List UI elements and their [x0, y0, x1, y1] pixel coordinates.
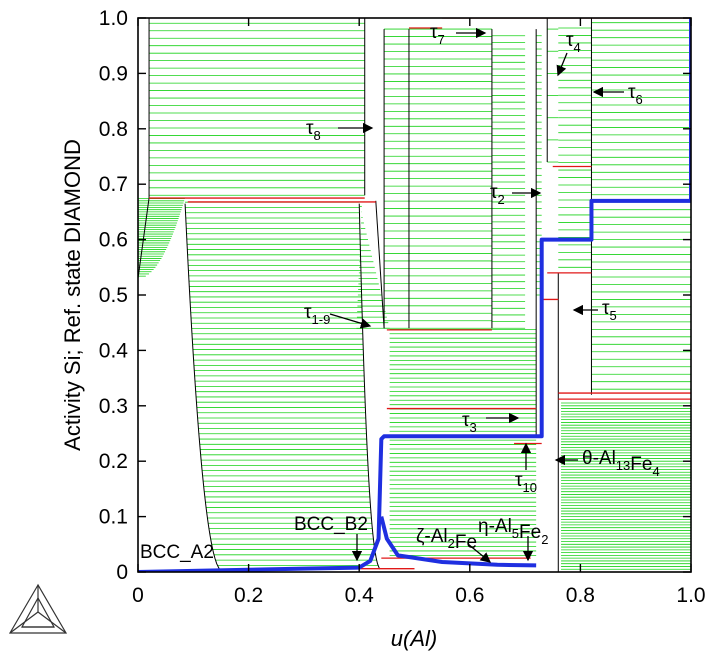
y-tick-label: 0.8: [99, 118, 128, 141]
annotation-label: BCC_A2: [140, 542, 214, 563]
phase-boundary: [358, 203, 381, 570]
x-tick-label: 0.8: [566, 584, 595, 607]
series-line: [138, 18, 691, 572]
y-tick-label: 0.6: [99, 229, 128, 252]
phase-boundary-layer: [138, 18, 592, 572]
annotation-label: θ-Al13Fe4: [582, 448, 660, 479]
y-tick-label: 0.7: [99, 173, 128, 196]
annotation-label: τ5: [602, 298, 617, 323]
annotation-label: τ6: [628, 82, 643, 107]
app-logo-icon: [8, 583, 68, 634]
tie-line-layer: [138, 22, 691, 570]
annotation-label: τ7: [430, 22, 445, 47]
x-tick-label: 0.4: [345, 584, 375, 607]
annotation-layer: BCC_A2 BCC_B2 τ1-9 τ8 τ7 τ4 τ6 τ2 τ5 τ3 τ10 θ-Al13F…: [140, 22, 660, 563]
annotation-arrow: [556, 52, 568, 77]
y-tick-label: 0.9: [99, 62, 128, 85]
y-tick-label: 0: [116, 561, 128, 584]
y-tick-label: 0.5: [99, 284, 128, 307]
annotation-label: η-Al5Fe2: [478, 516, 548, 547]
y-tick-label: 0.2: [99, 450, 128, 473]
x-tick-label: 0.2: [234, 584, 263, 607]
annotation-label: τ1-9: [304, 302, 330, 327]
axis-ticks: 0 0.2 0.4 0.6 0.8 1.0 0 0.1 0.2 0.3 0.4 0.5 0.6 0.7 0.…: [99, 7, 706, 607]
series-line: [379, 516, 537, 568]
x-tick-label: 0: [132, 584, 144, 607]
annotation-arrow: [329, 313, 372, 329]
y-tick-label: 0.3: [99, 395, 128, 418]
x-tick-label: 0.6: [455, 584, 484, 607]
y-tick-label: 1.0: [99, 7, 128, 30]
x-axis-title: u(Al): [391, 626, 437, 651]
annotation-label: BCC_B2: [294, 514, 368, 535]
annotation-arrow: [467, 543, 492, 563]
annotation-label: τ4: [566, 30, 581, 55]
annotation-label: τ2: [490, 182, 505, 207]
y-tick-label: 0.1: [99, 506, 128, 529]
annotation-label: τ3: [462, 410, 477, 435]
phase-boundary: [184, 203, 220, 570]
series-layer: [138, 18, 691, 572]
phase-boundary: [138, 197, 150, 279]
y-tick-label: 0.4: [99, 339, 129, 362]
three-phase-line-layer: [149, 18, 691, 570]
annotation-label: τ8: [306, 118, 321, 143]
x-tick-label: 1.0: [676, 584, 705, 607]
phase-boundary: [375, 200, 385, 329]
y-axis-title: Activity Si; Ref. state DIAMOND: [60, 139, 85, 451]
annotation-label: τ10: [515, 470, 537, 495]
annotation-label: ζ-Al2Fe: [416, 526, 477, 553]
